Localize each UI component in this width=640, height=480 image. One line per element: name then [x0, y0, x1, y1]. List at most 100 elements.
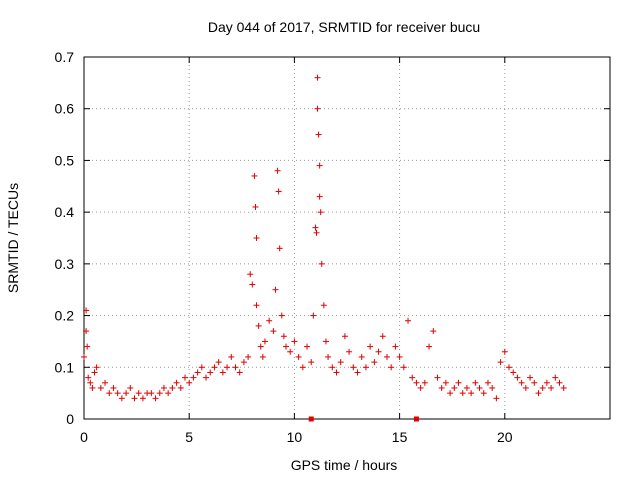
data-point: [501, 348, 508, 355]
y-tick-label: 0.7: [55, 49, 75, 65]
data-point: [489, 384, 496, 391]
data-point: [531, 379, 538, 386]
data-point: [371, 359, 378, 366]
data-point: [131, 395, 138, 402]
data-point: [367, 343, 374, 350]
data-point: [211, 364, 218, 371]
data-point: [354, 369, 361, 376]
y-tick-label: 0: [66, 411, 74, 427]
data-point: [89, 384, 96, 391]
data-point: [459, 390, 466, 397]
x-tick-label: 15: [392, 429, 408, 445]
data-point: [177, 384, 184, 391]
data-point: [322, 338, 329, 345]
data-point: [295, 353, 302, 360]
data-point: [333, 369, 340, 376]
data-point: [493, 395, 500, 402]
data-point: [337, 359, 344, 366]
data-point: [552, 374, 559, 381]
data-point: [173, 379, 180, 386]
y-tick-label: 0.3: [55, 256, 75, 272]
data-point: [135, 390, 142, 397]
data-point: [316, 193, 323, 200]
data-point: [148, 390, 155, 397]
data-point: [388, 364, 395, 371]
data-point: [539, 384, 546, 391]
data-point: [261, 338, 268, 345]
data-point: [556, 379, 563, 386]
data-point: [240, 359, 247, 366]
data-point: [102, 379, 109, 386]
data-point: [253, 302, 260, 309]
data-point: [548, 384, 555, 391]
x-axis-label: GPS time / hours: [291, 457, 398, 473]
data-point: [325, 353, 332, 360]
data-point: [312, 224, 319, 231]
data-point: [139, 395, 146, 402]
data-point: [123, 390, 130, 397]
data-point: [118, 395, 125, 402]
data-point: [316, 162, 323, 169]
x-tick-label: 0: [80, 429, 88, 445]
data-point: [527, 374, 534, 381]
data-point: [228, 353, 235, 360]
data-point: [224, 364, 231, 371]
data-point: [392, 343, 399, 350]
data-point: [346, 348, 353, 355]
data-point: [451, 384, 458, 391]
data-point: [310, 312, 317, 319]
data-point: [97, 384, 104, 391]
data-point: [314, 74, 321, 81]
data-point: [518, 379, 525, 386]
data-point: [497, 359, 504, 366]
data-point: [190, 374, 197, 381]
chart-title: Day 044 of 2017, SRMTID for receiver buc…: [208, 19, 480, 35]
data-point: [476, 384, 483, 391]
data-point: [91, 369, 98, 376]
data-point: [84, 343, 91, 350]
data-point: [83, 328, 90, 335]
data-point: [232, 364, 239, 371]
data-point: [83, 307, 90, 314]
data-point: [358, 353, 365, 360]
data-point: [535, 390, 542, 397]
data-point: [396, 353, 403, 360]
data-point: [442, 379, 449, 386]
data-point: [106, 390, 113, 397]
axis-marker: [308, 416, 314, 422]
data-point: [198, 364, 205, 371]
data-point: [127, 384, 134, 391]
data-point: [510, 369, 517, 376]
data-point: [405, 317, 412, 324]
data-point: [409, 374, 416, 381]
data-point: [280, 333, 287, 340]
data-point: [255, 322, 262, 329]
data-point: [317, 209, 324, 216]
data-point: [282, 343, 289, 350]
data-point: [203, 374, 210, 381]
data-point: [522, 384, 529, 391]
data-point: [249, 281, 256, 288]
data-point: [215, 359, 222, 366]
data-point: [463, 384, 470, 391]
data-point: [270, 328, 277, 335]
data-point: [252, 203, 259, 210]
data-point: [81, 353, 87, 360]
data-point: [455, 379, 462, 386]
data-point: [253, 235, 260, 241]
data-point: [304, 343, 311, 350]
data-point: [85, 374, 92, 381]
data-point: [315, 131, 322, 138]
data-point: [152, 395, 159, 402]
data-point: [379, 333, 386, 340]
data-point: [110, 384, 117, 391]
y-tick-label: 0.1: [55, 359, 75, 375]
data-point: [447, 390, 454, 397]
data-point: [181, 374, 188, 381]
data-point: [259, 353, 266, 360]
data-point: [375, 348, 382, 355]
data-point: [468, 390, 475, 397]
data-point: [308, 359, 315, 366]
data-point: [299, 364, 306, 371]
